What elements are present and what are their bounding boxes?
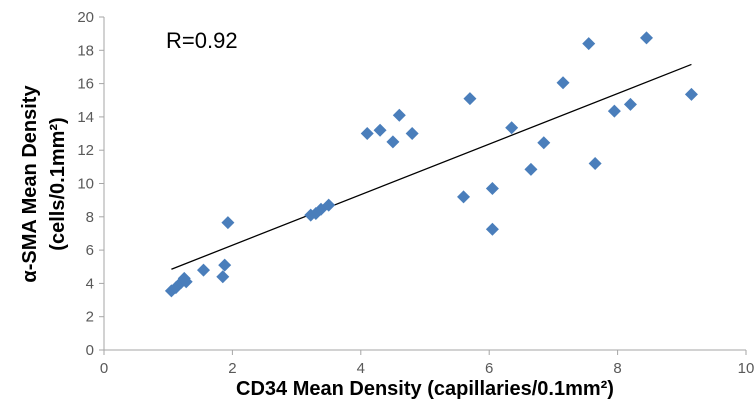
x-tick-label: 0 [100, 360, 108, 377]
trend-line [171, 63, 692, 270]
data-point [218, 258, 232, 272]
data-point [623, 97, 637, 111]
data-point [582, 37, 596, 51]
x-tick-label: 6 [485, 360, 493, 377]
correlation-annotation: R=0.92 [166, 28, 238, 53]
y-tick-label: 16 [77, 76, 94, 93]
data-point [216, 270, 230, 284]
data-point [607, 104, 621, 118]
y-tick-label: 2 [86, 309, 94, 326]
y-tick-label: 6 [86, 242, 94, 259]
x-tick-label: 2 [228, 360, 236, 377]
data-point [463, 92, 477, 106]
y-axis-title-line2: (cells/0.1mm²) [47, 117, 69, 250]
data-point [639, 31, 653, 45]
data-point [386, 135, 400, 149]
y-tick-label: 10 [77, 176, 94, 193]
data-point [505, 121, 519, 135]
y-tick-label: 4 [86, 275, 94, 292]
data-point [556, 76, 570, 90]
data-point [221, 216, 235, 230]
data-point [684, 87, 698, 101]
data-point [485, 222, 499, 236]
y-tick-label: 0 [86, 342, 94, 359]
data-point [373, 123, 387, 137]
y-tick-label: 14 [77, 109, 94, 126]
x-tick-label: 4 [357, 360, 365, 377]
data-point [485, 181, 499, 195]
data-point [360, 127, 374, 141]
y-tick-label: 20 [77, 9, 94, 26]
y-tick-label: 12 [77, 142, 94, 159]
x-tick-label: 8 [613, 360, 621, 377]
data-point [197, 263, 211, 277]
plot-area: 0 2 4 6 8 10 12 14 16 18 20 0 2 4 6 8 10 [77, 9, 754, 377]
x-tick-label: 10 [738, 360, 755, 377]
y-tick-label: 8 [86, 209, 94, 226]
data-point [322, 198, 336, 212]
data-point [457, 190, 471, 204]
x-axis-title: CD34 Mean Density (capillaries/0.1mm²) [236, 378, 614, 400]
data-point [588, 157, 602, 171]
data-point [405, 127, 419, 141]
data-point [524, 162, 538, 176]
data-point [179, 275, 193, 289]
data-point [392, 108, 406, 122]
y-axis-title-line1: α-SMA Mean Density [19, 85, 41, 283]
data-point [537, 136, 551, 150]
y-tick-label: 18 [77, 42, 94, 59]
